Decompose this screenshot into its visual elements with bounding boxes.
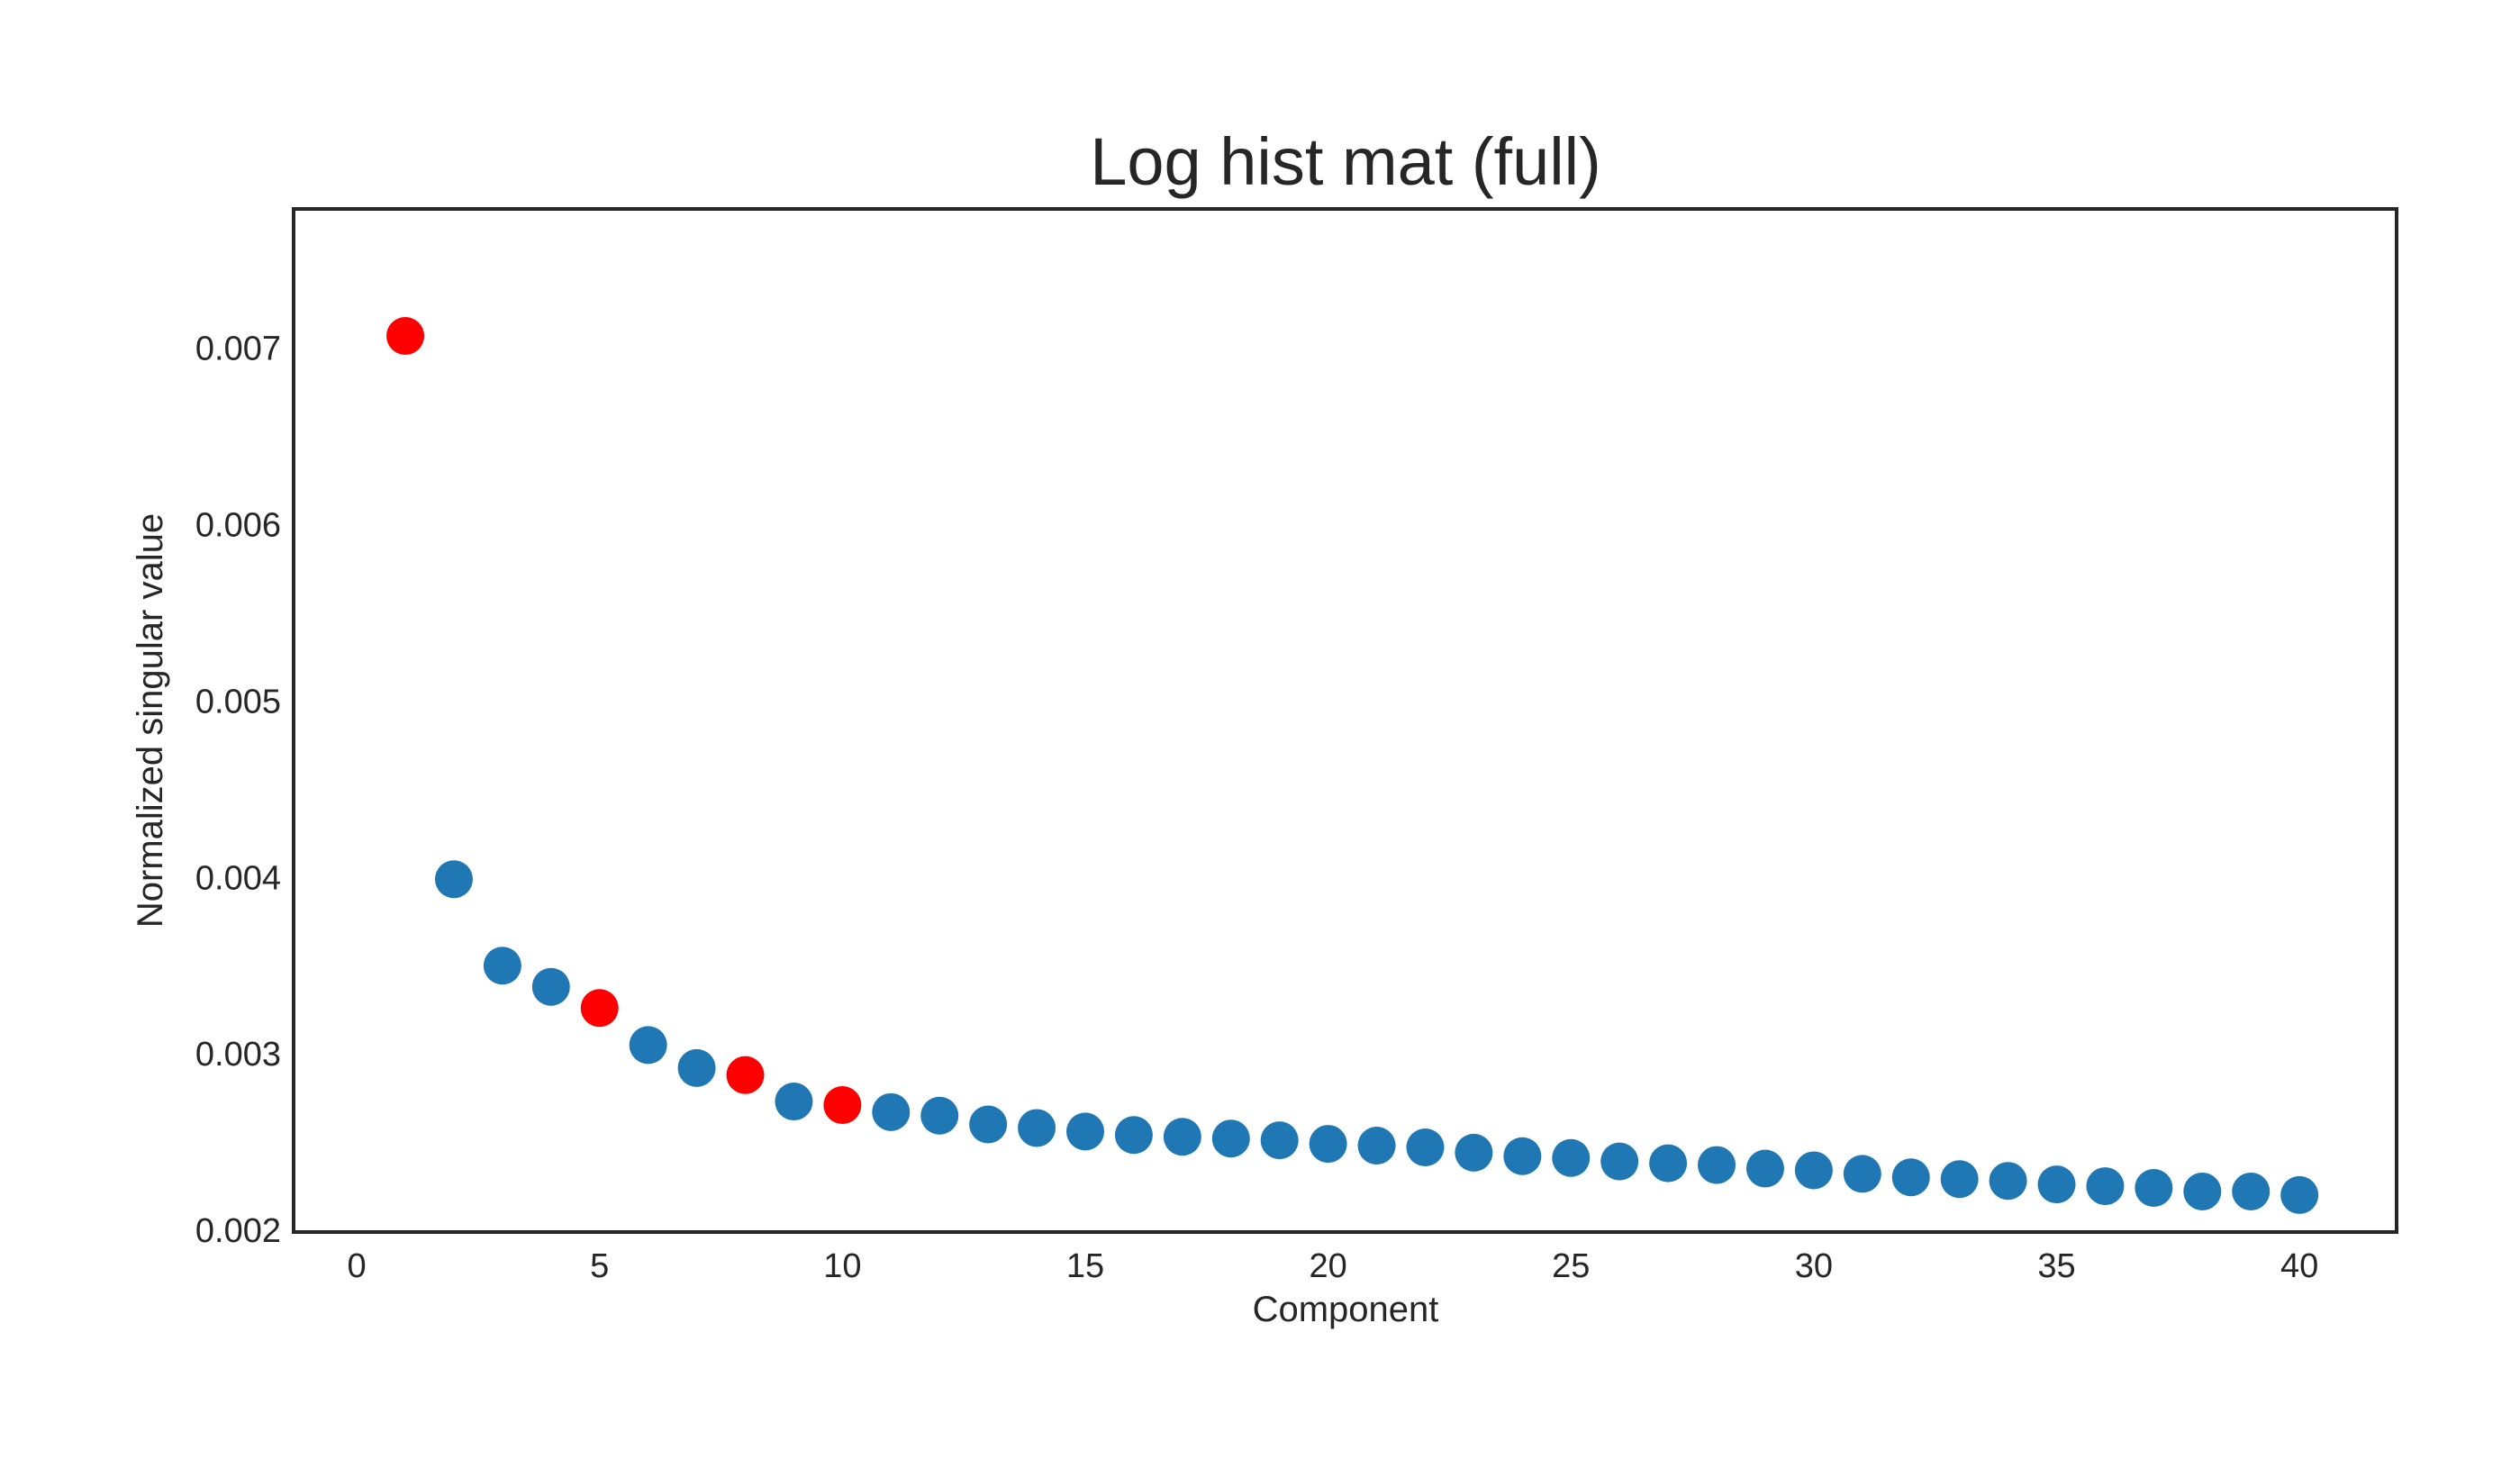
- points-layer: [386, 317, 2319, 1214]
- highlighted-data-point: [386, 317, 425, 356]
- x-tick-label: 0: [348, 1247, 367, 1285]
- data-point: [1406, 1128, 1445, 1166]
- data-point: [1989, 1162, 2027, 1201]
- x-tick-label: 30: [1795, 1247, 1833, 1285]
- data-point: [531, 967, 570, 1006]
- y-tick-label: 0.005: [195, 683, 281, 720]
- y-tick-label: 0.003: [195, 1036, 281, 1074]
- plot-area-frame: [292, 207, 2398, 1234]
- y-axis-label: Normalized singular value: [131, 513, 170, 928]
- data-point: [920, 1096, 959, 1135]
- data-point: [2086, 1167, 2125, 1206]
- data-point: [2183, 1172, 2222, 1210]
- y-tick-label: 0.002: [195, 1212, 281, 1250]
- data-point: [872, 1092, 911, 1131]
- x-tick-label: 15: [1066, 1247, 1104, 1285]
- data-point: [1794, 1151, 1833, 1190]
- data-point: [434, 860, 473, 899]
- y-axis-ticks: 0.002 0.003 0.004 0.005 0.006 0.007: [195, 331, 281, 1250]
- data-point: [1600, 1142, 1639, 1181]
- x-axis-label: Component: [1253, 1290, 1439, 1329]
- data-point: [2037, 1165, 2076, 1204]
- data-point: [969, 1105, 1008, 1144]
- x-axis-ticks: 0 5 10 15 20 25 30 35 40: [348, 1247, 2319, 1285]
- data-point: [629, 1026, 667, 1065]
- highlighted-data-point: [580, 989, 619, 1028]
- data-point: [1891, 1158, 1930, 1197]
- data-point: [1455, 1133, 1493, 1172]
- data-point: [1309, 1125, 1347, 1164]
- data-point: [1940, 1160, 1979, 1199]
- data-point: [2280, 1175, 2319, 1214]
- data-point: [1745, 1149, 1784, 1188]
- data-point: [1698, 1146, 1736, 1184]
- data-point: [1114, 1116, 1153, 1155]
- x-tick-label: 10: [823, 1247, 861, 1285]
- y-tick-label: 0.007: [195, 331, 281, 368]
- highlighted-data-point: [726, 1056, 765, 1094]
- x-tick-label: 35: [2037, 1247, 2075, 1285]
- data-point: [2135, 1169, 2173, 1208]
- data-point: [775, 1083, 813, 1121]
- data-point: [1843, 1155, 1881, 1193]
- data-point: [1260, 1121, 1299, 1160]
- data-point: [1552, 1138, 1591, 1177]
- x-tick-label: 25: [1552, 1247, 1590, 1285]
- data-point: [677, 1048, 716, 1087]
- chart-title: Log hist mat (full): [1090, 124, 1601, 199]
- data-point: [1018, 1109, 1056, 1147]
- data-point: [1065, 1112, 1104, 1151]
- data-point: [483, 947, 521, 985]
- data-point: [1649, 1144, 1688, 1183]
- y-tick-label: 0.004: [195, 859, 281, 897]
- x-tick-label: 40: [2280, 1247, 2318, 1285]
- x-tick-label: 20: [1309, 1247, 1346, 1285]
- highlighted-data-point: [823, 1085, 862, 1124]
- x-tick-label: 5: [590, 1247, 609, 1285]
- data-point: [1503, 1137, 1542, 1175]
- data-point: [1163, 1118, 1201, 1156]
- data-point: [1357, 1127, 1396, 1165]
- y-tick-label: 0.006: [195, 507, 281, 545]
- data-point: [2232, 1172, 2271, 1210]
- data-point: [1211, 1119, 1250, 1158]
